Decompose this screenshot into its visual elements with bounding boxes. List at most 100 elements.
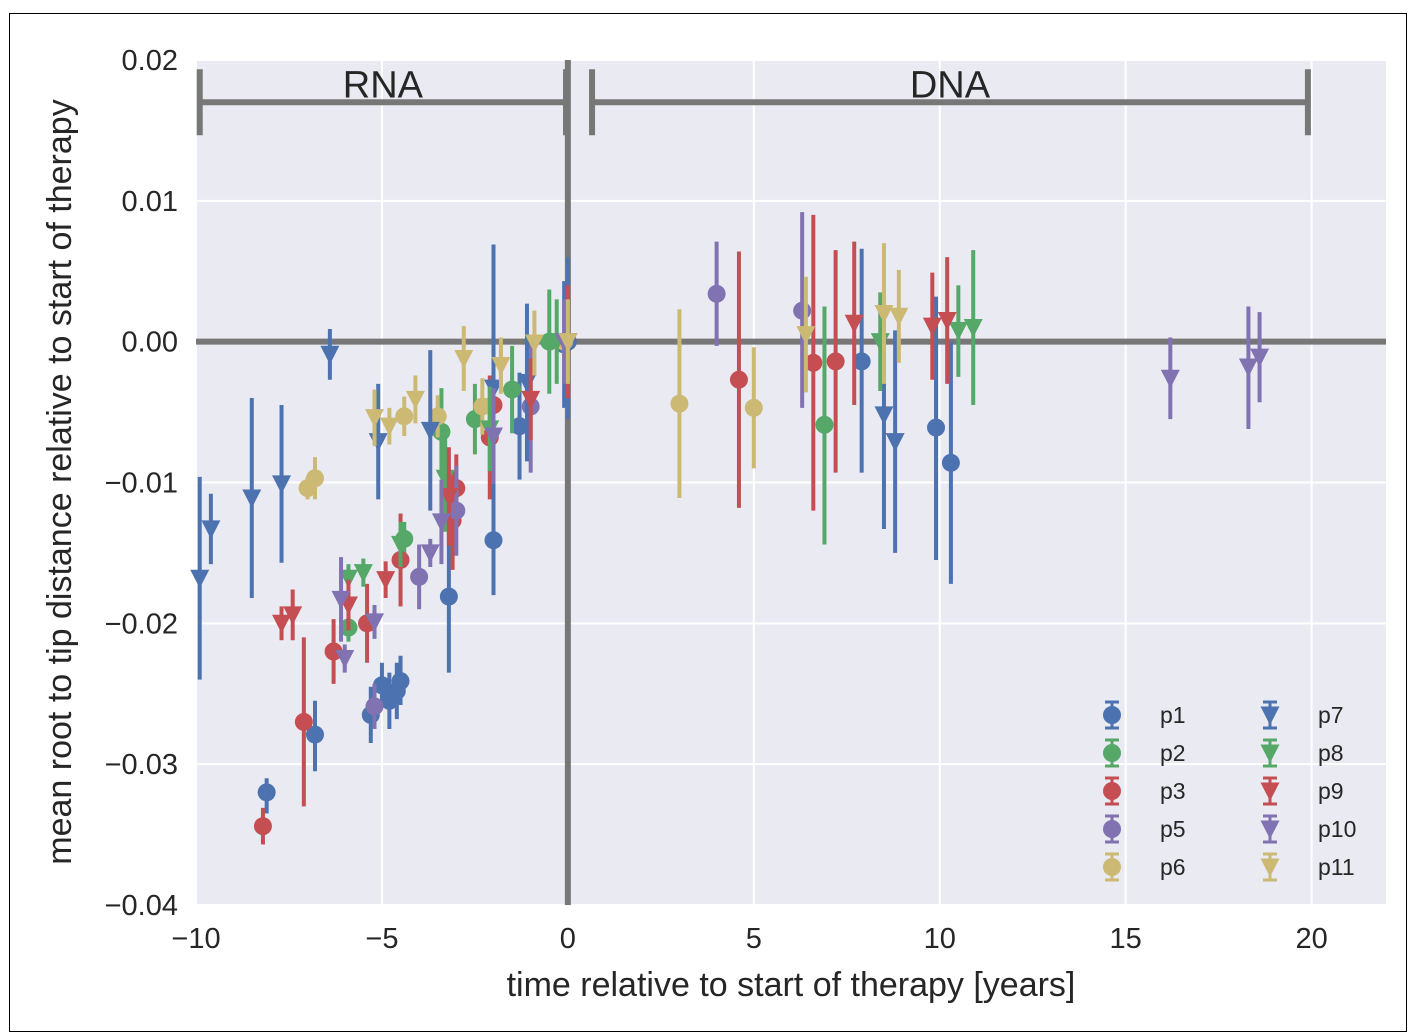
legend-item-p2: p2	[1103, 738, 1186, 768]
legend: p1 p2 p3 p5 p6 p7 p8 p9 p10 p11	[1103, 700, 1356, 882]
p3-data-point	[826, 352, 845, 371]
p10-data-point	[420, 544, 440, 563]
p7-data-point	[242, 489, 262, 508]
p5-data-point	[793, 301, 812, 320]
p11-data-point	[558, 333, 578, 352]
y-tick-labels: 0.02 0.01 0.00 −0.01 −0.02 −0.03 −0.04	[105, 45, 178, 922]
legend-item-p1: p1	[1103, 700, 1186, 730]
p8-data-point	[353, 564, 373, 583]
legend-label: p11	[1318, 854, 1355, 880]
y-tick-label: 0.00	[122, 327, 178, 359]
p11-data-point	[874, 304, 894, 324]
series-p10	[331, 299, 1270, 673]
p1-data-point	[439, 587, 458, 606]
x-tick-label: 15	[1110, 923, 1142, 955]
legend-label: p9	[1318, 778, 1344, 804]
p2-data-point	[815, 415, 834, 434]
p11-data-point	[796, 326, 816, 345]
p11-data-point	[454, 350, 474, 369]
p7-data-point	[420, 421, 440, 441]
p9-data-point	[376, 571, 396, 590]
legend-item-p11: p11	[1260, 852, 1355, 882]
p10-data-point	[1238, 358, 1258, 377]
p6-data-point	[306, 469, 324, 488]
p6-data-point	[395, 407, 414, 426]
p7-data-point	[320, 345, 340, 365]
legend-marker	[1103, 706, 1121, 724]
y-tick-label: 0.02	[122, 45, 178, 77]
p1-data-point	[510, 417, 529, 436]
p1-data-point	[941, 453, 960, 472]
p3-data-point	[253, 817, 272, 836]
x-tick-label: 10	[924, 923, 956, 955]
legend-marker	[1103, 858, 1121, 876]
p11-data-point	[379, 417, 399, 437]
x-tick-label: −5	[365, 923, 398, 955]
p5-data-point	[447, 501, 466, 520]
p8-data-point	[391, 535, 411, 555]
legend-label: p3	[1160, 778, 1186, 804]
p9-data-point	[283, 606, 303, 625]
x-axis-label: time relative to start of therapy [years…	[507, 966, 1076, 1004]
legend-label: p6	[1160, 854, 1186, 880]
p5-data-point	[707, 284, 726, 303]
p7-data-point	[190, 569, 210, 589]
rna-region-label: RNA	[343, 64, 424, 106]
p8-data-point	[948, 321, 968, 341]
p11-data-point	[889, 307, 909, 327]
legend-item-p3: p3	[1103, 776, 1186, 806]
reference-lines	[196, 60, 1386, 905]
x-tick-label: −10	[171, 923, 220, 955]
p9-data-point	[521, 390, 541, 410]
p8-data-point	[963, 319, 983, 338]
p9-data-point	[439, 488, 459, 507]
p6-data-point	[670, 394, 689, 413]
series-p2	[339, 289, 834, 642]
x-tick-label: 5	[746, 923, 762, 955]
p3-data-point	[729, 370, 748, 389]
p11-data-point	[365, 409, 384, 428]
y-tick-label: 0.01	[122, 186, 178, 218]
p10-data-point	[484, 427, 503, 446]
p1-data-point	[484, 531, 503, 550]
legend-label: p2	[1160, 740, 1186, 766]
p1-data-point	[257, 783, 276, 802]
p9-data-point	[272, 614, 292, 634]
legend-label: p5	[1160, 816, 1186, 842]
series-p9	[272, 241, 957, 641]
data-points	[190, 212, 1270, 845]
legend-label: p8	[1318, 740, 1344, 766]
p1-data-point	[391, 672, 410, 691]
p5-data-point	[365, 697, 384, 716]
y-tick-label: −0.04	[105, 890, 178, 922]
p1-data-point	[852, 352, 871, 371]
legend-item-p6: p6	[1103, 852, 1186, 882]
legend-marker	[1260, 744, 1280, 763]
y-tick-label: −0.03	[105, 749, 178, 781]
legend-label: p7	[1318, 702, 1344, 728]
p7-data-point	[272, 475, 292, 494]
p10-data-point	[365, 613, 384, 632]
p10-data-point	[1250, 348, 1270, 368]
p9-data-point	[937, 311, 957, 331]
p7-data-point	[874, 406, 894, 425]
x-tick-label: 0	[560, 923, 576, 955]
p1-data-point	[306, 725, 324, 744]
x-tick-label: 20	[1295, 923, 1327, 955]
legend-marker	[1103, 782, 1121, 800]
p1-data-point	[372, 676, 391, 695]
p6-data-point	[428, 407, 447, 426]
p7-data-point	[201, 520, 221, 539]
y-axis-label: mean root to tip distance relative to st…	[41, 99, 79, 864]
x-tick-labels: −10 −5 0 5 10 15 20	[171, 923, 1327, 955]
legend-marker	[1260, 820, 1280, 839]
p10-data-point	[331, 590, 351, 610]
p6-data-point	[744, 398, 763, 417]
series-p3	[253, 214, 845, 845]
p8-data-point	[338, 569, 358, 589]
p1-data-point	[927, 418, 946, 437]
p5-data-point	[410, 567, 429, 586]
legend-label: p1	[1160, 702, 1186, 728]
y-tick-label: −0.01	[105, 468, 178, 500]
